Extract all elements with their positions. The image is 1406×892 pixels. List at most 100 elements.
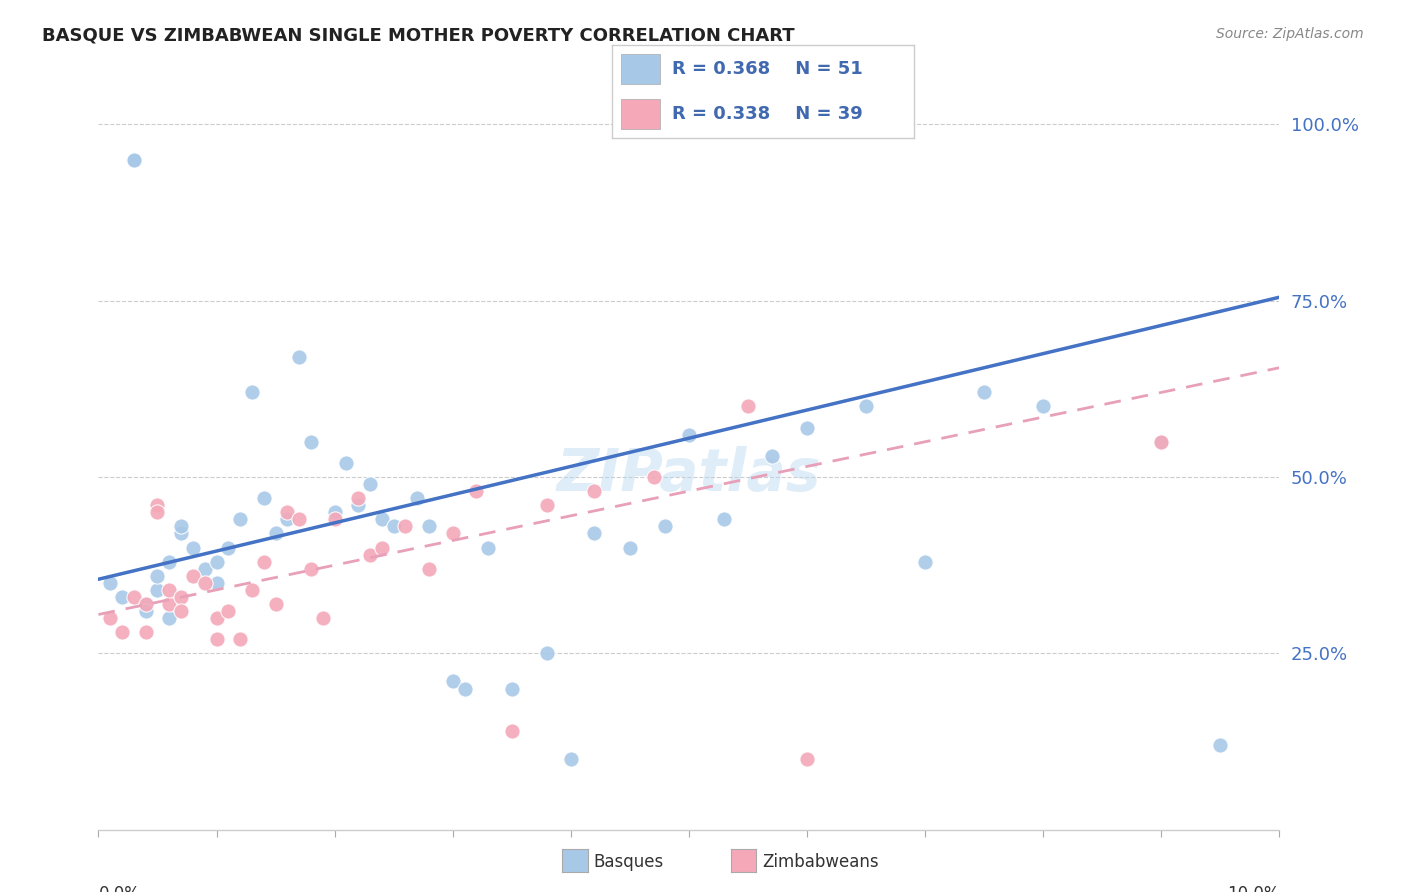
Point: [98, 575, 121, 590]
Point: [194, 575, 217, 590]
Point: [347, 498, 370, 512]
Text: R = 0.338    N = 39: R = 0.338 N = 39: [672, 105, 863, 123]
Point: [157, 555, 180, 569]
Point: [111, 590, 134, 604]
Point: [643, 470, 665, 484]
Text: 0.0%: 0.0%: [98, 885, 141, 892]
Point: [170, 519, 193, 533]
FancyBboxPatch shape: [620, 54, 659, 84]
Point: [973, 385, 995, 400]
Point: [1209, 738, 1232, 752]
Point: [335, 456, 357, 470]
Point: [217, 604, 239, 618]
Point: [146, 505, 169, 519]
Point: [453, 681, 475, 696]
Text: R = 0.368    N = 51: R = 0.368 N = 51: [672, 60, 863, 78]
Point: [560, 752, 582, 766]
Point: [323, 505, 346, 519]
Point: [501, 681, 523, 696]
Point: [359, 548, 381, 562]
Point: [465, 484, 488, 499]
Point: [157, 597, 180, 611]
Point: [713, 512, 735, 526]
Point: [264, 597, 287, 611]
Point: [406, 491, 429, 505]
Point: [135, 597, 157, 611]
FancyBboxPatch shape: [620, 99, 659, 129]
Point: [288, 512, 311, 526]
Point: [288, 350, 311, 364]
Point: [441, 526, 464, 541]
Point: [229, 632, 252, 647]
Point: [477, 541, 499, 555]
Point: [205, 611, 228, 625]
Point: [276, 512, 298, 526]
Point: [501, 723, 523, 738]
Point: [619, 541, 641, 555]
Point: [654, 519, 676, 533]
Point: [359, 477, 381, 491]
Point: [205, 575, 228, 590]
Point: [122, 590, 145, 604]
Point: [135, 604, 157, 618]
Point: [583, 484, 606, 499]
Point: [157, 611, 180, 625]
Point: [418, 519, 440, 533]
Point: [347, 491, 370, 505]
Point: [914, 555, 936, 569]
Point: [135, 597, 157, 611]
Point: [796, 752, 818, 766]
Point: [194, 562, 217, 576]
Point: [441, 674, 464, 689]
Text: ZIPatlas: ZIPatlas: [557, 446, 821, 503]
Point: [737, 400, 759, 414]
Point: [371, 512, 394, 526]
Point: [157, 582, 180, 597]
Point: [264, 526, 287, 541]
Point: [382, 519, 405, 533]
Point: [312, 611, 335, 625]
Point: [1150, 434, 1173, 449]
Point: [536, 498, 558, 512]
Point: [1150, 434, 1173, 449]
Point: [678, 427, 700, 442]
Point: [276, 505, 298, 519]
Point: [217, 541, 239, 555]
Point: [122, 153, 145, 167]
Point: [146, 582, 169, 597]
Point: [394, 519, 416, 533]
Point: [299, 562, 322, 576]
Text: BASQUE VS ZIMBABWEAN SINGLE MOTHER POVERTY CORRELATION CHART: BASQUE VS ZIMBABWEAN SINGLE MOTHER POVER…: [42, 27, 794, 45]
Point: [253, 555, 276, 569]
Point: [1032, 400, 1054, 414]
Point: [240, 582, 263, 597]
Point: [796, 420, 818, 434]
Point: [299, 434, 322, 449]
Point: [253, 491, 276, 505]
Point: [536, 646, 558, 660]
Point: [323, 512, 346, 526]
Point: [583, 526, 606, 541]
Point: [135, 625, 157, 640]
Point: [111, 625, 134, 640]
Point: [761, 449, 783, 463]
Text: 10.0%: 10.0%: [1227, 885, 1279, 892]
Point: [229, 512, 252, 526]
Point: [98, 611, 121, 625]
Point: [122, 153, 145, 167]
Point: [181, 541, 204, 555]
Text: Zimbabweans: Zimbabweans: [762, 853, 879, 871]
Point: [418, 562, 440, 576]
Point: [371, 541, 394, 555]
Point: [170, 604, 193, 618]
Point: [181, 568, 204, 582]
Point: [240, 385, 263, 400]
Text: Basques: Basques: [593, 853, 664, 871]
Point: [170, 526, 193, 541]
Point: [855, 400, 877, 414]
Text: Source: ZipAtlas.com: Source: ZipAtlas.com: [1216, 27, 1364, 41]
Point: [205, 632, 228, 647]
Point: [170, 590, 193, 604]
Point: [146, 498, 169, 512]
Point: [205, 555, 228, 569]
